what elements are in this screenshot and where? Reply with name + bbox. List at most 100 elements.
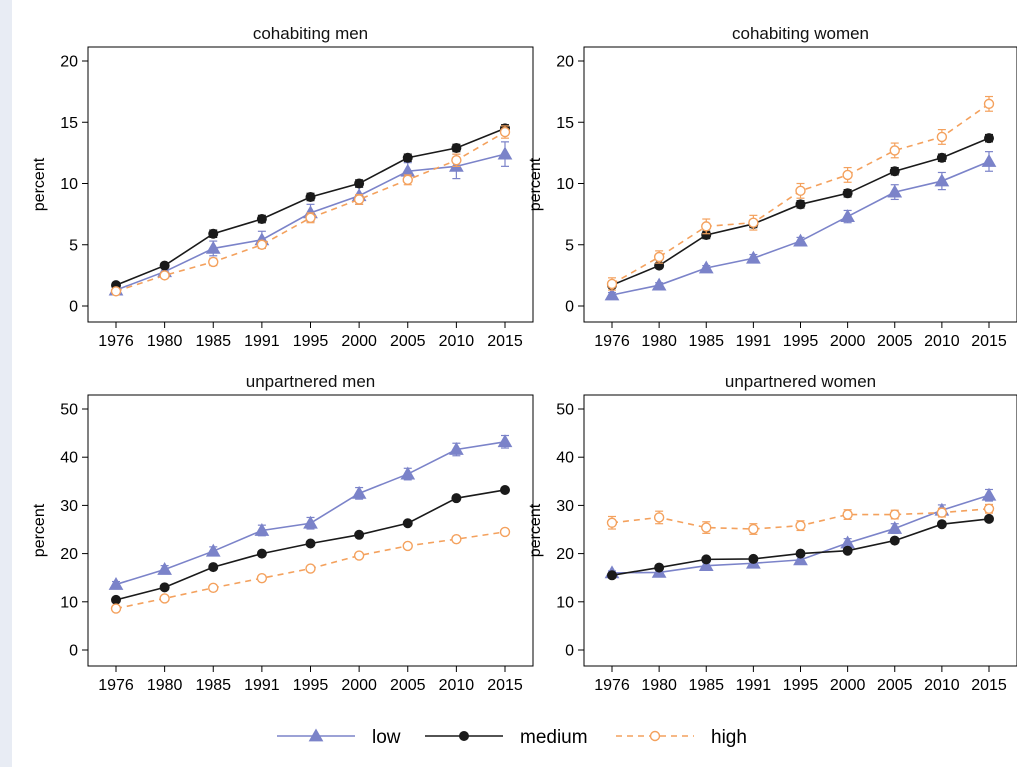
- data-point: [607, 570, 617, 581]
- data-point: [500, 484, 510, 495]
- data-point: [402, 518, 413, 529]
- data-point: [746, 250, 761, 264]
- data-point: [402, 152, 413, 163]
- data-point: [110, 603, 122, 614]
- series-medium: [111, 123, 510, 291]
- x-tick-label: 1976: [594, 677, 630, 694]
- data-point: [981, 153, 997, 167]
- y-tick-label: 10: [60, 176, 78, 193]
- data-point: [451, 155, 462, 166]
- data-point: [606, 517, 618, 528]
- y-tick-label: 10: [60, 594, 78, 611]
- legend-item-high: high: [616, 727, 747, 748]
- data-point: [793, 552, 808, 566]
- data-point: [984, 513, 994, 524]
- data-point: [354, 529, 365, 540]
- panel-unpartnered-women: unpartnered women percent 0 10 20 30 40 50 1976 1…: [527, 372, 1017, 694]
- data-point: [353, 194, 365, 205]
- y-axis-label: percent: [31, 157, 48, 211]
- y-tick-label: 5: [565, 237, 574, 254]
- legend-marker: [308, 728, 324, 742]
- legend-label: low: [372, 727, 401, 748]
- data-point: [497, 434, 513, 448]
- series-low: [108, 434, 513, 590]
- data-point: [205, 240, 221, 254]
- data-point: [795, 185, 806, 197]
- x-tick-label: 1991: [736, 333, 772, 350]
- data-point: [842, 188, 853, 199]
- data-point: [654, 562, 665, 573]
- data-point: [936, 519, 947, 530]
- data-point: [606, 278, 618, 290]
- x-tick-label: 2015: [487, 333, 523, 350]
- x-tick-label: 2010: [439, 333, 475, 350]
- data-point: [254, 522, 270, 536]
- panel-cohabiting-women: cohabiting women percent 0 5 10 15 20 1976 1980 1…: [527, 24, 1017, 350]
- legend-marker: [649, 730, 661, 742]
- x-tick-label: 1995: [783, 677, 819, 694]
- x-tick-label: 2010: [924, 677, 960, 694]
- series-high: [110, 125, 511, 297]
- legend-label: high: [711, 727, 747, 748]
- data-point: [159, 270, 170, 281]
- data-point: [653, 251, 665, 263]
- x-tick-label: 1980: [147, 333, 183, 350]
- data-point: [208, 256, 219, 268]
- y-tick-label: 5: [69, 237, 78, 254]
- data-point: [303, 515, 318, 529]
- x-tick-label: 1980: [147, 677, 183, 694]
- y-tick-label: 10: [556, 594, 574, 611]
- y-tick-label: 0: [565, 299, 574, 316]
- panel-unpartnered-men: unpartnered men percent 0 10 20 30 40 50 1976 198…: [31, 372, 534, 694]
- legend-item-low: low: [277, 727, 401, 748]
- y-tick-label: 15: [60, 115, 78, 132]
- data-point: [651, 277, 667, 291]
- data-point: [159, 582, 170, 593]
- x-tick-label: 2005: [390, 677, 426, 694]
- x-tick-label: 1991: [736, 677, 772, 694]
- series-medium: [111, 484, 510, 605]
- x-tick-label: 2010: [439, 677, 475, 694]
- data-point: [887, 521, 903, 534]
- plot-area: [87, 394, 534, 667]
- data-point: [449, 441, 464, 455]
- data-point: [795, 199, 806, 210]
- data-point: [842, 545, 853, 556]
- data-point: [208, 228, 219, 239]
- y-tick-label: 20: [556, 546, 574, 563]
- series-line: [115, 131, 506, 293]
- data-point: [497, 146, 513, 160]
- chart-figure: cohabiting men percent 0 5 10 15 20 1976 1980 198…: [31, 24, 1017, 748]
- x-tick-label: 1991: [244, 677, 280, 694]
- panel-title: unpartnered men: [246, 372, 375, 391]
- data-point: [305, 191, 316, 202]
- y-tick-label: 30: [60, 498, 78, 515]
- legend-marker: [459, 731, 469, 741]
- data-point: [305, 563, 316, 574]
- y-tick-label: 40: [60, 450, 78, 467]
- data-point: [748, 553, 759, 564]
- data-point: [698, 558, 714, 572]
- series-medium: [607, 513, 994, 581]
- data-point: [936, 131, 948, 143]
- series-high: [606, 95, 995, 291]
- data-point: [208, 562, 219, 573]
- panel-cohabiting-men: cohabiting men percent 0 5 10 15 20 1976 1980 198…: [31, 24, 534, 350]
- data-point: [983, 503, 995, 514]
- data-point: [936, 152, 947, 163]
- data-point: [748, 217, 759, 228]
- x-tick-label: 1985: [688, 677, 724, 694]
- data-point: [353, 550, 365, 561]
- data-point: [157, 561, 172, 575]
- y-axis-label: percent: [31, 503, 48, 557]
- x-tick-label: 1995: [293, 677, 329, 694]
- y-tick-label: 30: [556, 498, 574, 515]
- data-point: [701, 554, 712, 565]
- data-point: [842, 169, 853, 181]
- data-point: [604, 287, 620, 301]
- data-point: [793, 233, 808, 247]
- data-point: [451, 493, 462, 504]
- data-point: [159, 260, 170, 271]
- x-tick-label: 2000: [341, 333, 377, 350]
- y-tick-label: 20: [556, 54, 574, 71]
